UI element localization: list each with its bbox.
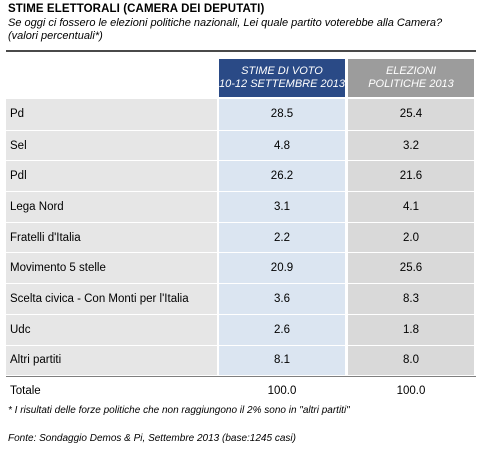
table-row: Scelta civica - Con Monti per l'Italia 3.…: [6, 283, 476, 314]
estimate-value: 20.9: [270, 262, 294, 275]
election-value: 21.6: [399, 170, 423, 183]
party-label: Altri partiti: [6, 345, 217, 376]
total-row: Totale 100.0 100.0: [6, 381, 476, 401]
table-row: Fratelli d'Italia 2.2 2.0: [6, 221, 476, 253]
table-row: Pdl 26.2 21.6: [6, 160, 476, 192]
election-value: 25.4: [399, 108, 423, 121]
total-election: 100.0: [396, 385, 426, 397]
estimate-value: 3.1: [274, 200, 290, 213]
column-header-elections-line2: POLITICHE 2013: [368, 78, 454, 90]
party-label: Udc: [6, 314, 217, 345]
party-label: Pd: [6, 99, 217, 130]
party-label: Fratelli d'Italia: [6, 222, 217, 253]
total-label: Totale: [10, 385, 41, 397]
estimate-value: 2.6: [274, 323, 290, 336]
party-label: Lega Nord: [6, 192, 217, 222]
election-value: 25.6: [399, 262, 423, 275]
party-label: Pdl: [6, 161, 217, 192]
party-label: Movimento 5 stelle: [6, 253, 217, 284]
table-row: Movimento 5 stelle 20.9 25.6: [6, 252, 476, 284]
data-table: Pd 28.5 25.4 Sel 4.8 3.2 Pdl 26.2 21.6 Lega Nord 3…: [6, 99, 476, 376]
election-value: 2.0: [403, 231, 419, 244]
page-title: STIME ELETTORALI (CAMERA DEI DEPUTATI): [8, 3, 265, 15]
column-header-estimates: STIME DI VOTO 10-12 settembre 2013: [219, 59, 345, 97]
election-value: 1.8: [403, 323, 419, 336]
elections-column-background: [348, 99, 474, 375]
table-row: Pd 28.5 25.4: [6, 99, 476, 130]
table-row: Altri partiti 8.1 8.0: [6, 344, 476, 376]
estimate-value: 28.5: [270, 108, 294, 121]
table-row: Sel 4.8 3.2: [6, 129, 476, 161]
election-value: 3.2: [403, 139, 419, 152]
estimate-value: 8.1: [274, 354, 290, 367]
total-rule: [6, 376, 476, 377]
table-row: Udc 2.6 1.8: [6, 313, 476, 345]
column-header-estimates-line2: 10-12 settembre 2013: [219, 78, 345, 90]
election-value: 8.3: [403, 292, 419, 305]
column-header-elections-line1: ELEZIONI: [385, 65, 437, 77]
party-label: Scelta civica - Con Monti per l'Italia: [6, 284, 217, 314]
estimate-value: 4.8: [274, 139, 290, 152]
table-row: Lega Nord 3.1 4.1: [6, 191, 476, 222]
estimates-column-background: [219, 99, 345, 375]
estimate-value: 3.6: [274, 292, 290, 305]
election-value: 8.0: [403, 354, 419, 367]
source-note: Fonte: Sondaggio Demos & Pi, Settembre 2…: [8, 433, 296, 444]
total-estimate: 100.0: [267, 385, 297, 397]
column-header-estimates-line1: STIME DI VOTO: [241, 65, 323, 77]
estimate-value: 2.2: [274, 231, 290, 244]
election-value: 4.1: [403, 200, 419, 213]
footnote: * I risultati delle forze politiche che …: [8, 405, 350, 416]
top-rule: [6, 50, 476, 52]
survey-question: Se oggi ci fossero le elezioni politiche…: [8, 17, 443, 42]
column-header-elections: ELEZIONI POLITICHE 2013: [348, 59, 474, 97]
party-label: Sel: [6, 130, 217, 161]
estimate-value: 26.2: [270, 170, 294, 183]
